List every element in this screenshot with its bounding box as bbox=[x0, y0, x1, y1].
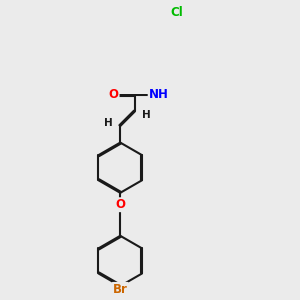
Text: H: H bbox=[142, 110, 151, 121]
Text: H: H bbox=[104, 118, 113, 128]
Text: Br: Br bbox=[113, 283, 128, 296]
Text: O: O bbox=[115, 198, 125, 211]
Text: Cl: Cl bbox=[171, 7, 184, 20]
Text: NH: NH bbox=[149, 88, 169, 101]
Text: O: O bbox=[109, 88, 118, 101]
